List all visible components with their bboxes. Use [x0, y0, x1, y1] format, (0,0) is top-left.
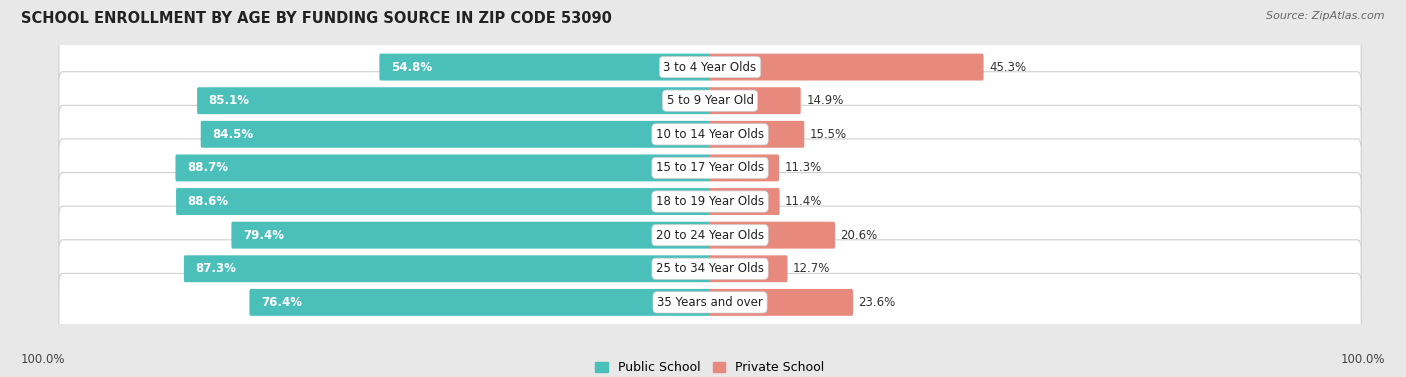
FancyBboxPatch shape [709, 188, 780, 215]
FancyBboxPatch shape [709, 289, 853, 316]
FancyBboxPatch shape [59, 240, 1361, 298]
FancyBboxPatch shape [184, 255, 711, 282]
FancyBboxPatch shape [709, 87, 800, 114]
Text: 12.7%: 12.7% [793, 262, 831, 275]
FancyBboxPatch shape [59, 206, 1361, 264]
FancyBboxPatch shape [59, 139, 1361, 197]
Text: 20 to 24 Year Olds: 20 to 24 Year Olds [657, 228, 763, 242]
FancyBboxPatch shape [176, 155, 711, 181]
FancyBboxPatch shape [176, 188, 711, 215]
Text: 10 to 14 Year Olds: 10 to 14 Year Olds [657, 128, 763, 141]
Text: 84.5%: 84.5% [212, 128, 253, 141]
Text: 100.0%: 100.0% [1340, 353, 1385, 366]
Text: 20.6%: 20.6% [841, 228, 877, 242]
Text: 5 to 9 Year Old: 5 to 9 Year Old [666, 94, 754, 107]
FancyBboxPatch shape [232, 222, 711, 248]
Text: 100.0%: 100.0% [21, 353, 66, 366]
Text: 14.9%: 14.9% [806, 94, 844, 107]
Text: 3 to 4 Year Olds: 3 to 4 Year Olds [664, 61, 756, 74]
FancyBboxPatch shape [201, 121, 711, 148]
Text: 76.4%: 76.4% [262, 296, 302, 309]
Text: SCHOOL ENROLLMENT BY AGE BY FUNDING SOURCE IN ZIP CODE 53090: SCHOOL ENROLLMENT BY AGE BY FUNDING SOUR… [21, 11, 612, 26]
FancyBboxPatch shape [197, 87, 711, 114]
Text: 35 Years and over: 35 Years and over [657, 296, 763, 309]
Text: 25 to 34 Year Olds: 25 to 34 Year Olds [657, 262, 763, 275]
Text: 11.3%: 11.3% [785, 161, 821, 175]
FancyBboxPatch shape [59, 38, 1361, 96]
Text: 18 to 19 Year Olds: 18 to 19 Year Olds [657, 195, 763, 208]
Text: 15 to 17 Year Olds: 15 to 17 Year Olds [657, 161, 763, 175]
FancyBboxPatch shape [380, 54, 711, 81]
Text: 23.6%: 23.6% [859, 296, 896, 309]
Text: 87.3%: 87.3% [195, 262, 236, 275]
Text: Source: ZipAtlas.com: Source: ZipAtlas.com [1267, 11, 1385, 21]
Text: 79.4%: 79.4% [243, 228, 284, 242]
FancyBboxPatch shape [709, 121, 804, 148]
Text: 88.7%: 88.7% [187, 161, 228, 175]
FancyBboxPatch shape [59, 105, 1361, 163]
FancyBboxPatch shape [59, 173, 1361, 230]
FancyBboxPatch shape [709, 222, 835, 248]
FancyBboxPatch shape [709, 54, 984, 81]
FancyBboxPatch shape [709, 155, 779, 181]
Text: 85.1%: 85.1% [208, 94, 250, 107]
Text: 45.3%: 45.3% [988, 61, 1026, 74]
FancyBboxPatch shape [249, 289, 711, 316]
Legend: Public School, Private School: Public School, Private School [591, 356, 830, 377]
FancyBboxPatch shape [709, 255, 787, 282]
Text: 15.5%: 15.5% [810, 128, 846, 141]
FancyBboxPatch shape [59, 273, 1361, 331]
Text: 54.8%: 54.8% [391, 61, 432, 74]
Text: 88.6%: 88.6% [187, 195, 229, 208]
Text: 11.4%: 11.4% [785, 195, 823, 208]
FancyBboxPatch shape [59, 72, 1361, 130]
